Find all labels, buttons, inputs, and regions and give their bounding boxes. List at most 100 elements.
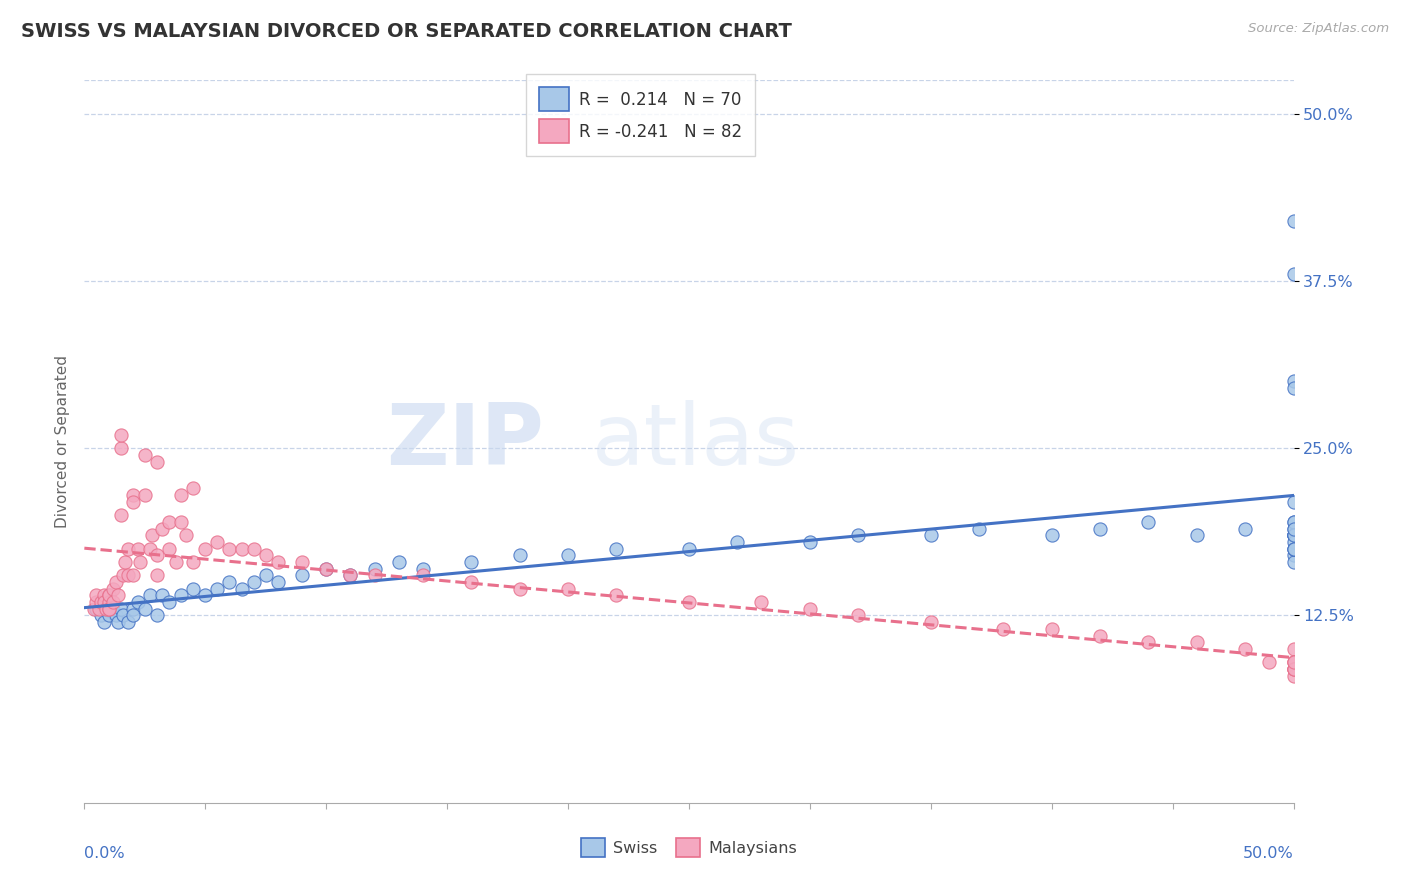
Point — [93, 615, 115, 630]
Point — [181, 555, 204, 569]
Point — [107, 589, 129, 603]
Point — [112, 568, 135, 582]
Point — [110, 428, 132, 442]
Point — [1282, 534, 1305, 549]
Point — [1282, 521, 1305, 535]
Point — [97, 595, 120, 609]
Point — [93, 589, 115, 603]
Point — [146, 568, 169, 582]
Point — [231, 541, 253, 556]
Point — [170, 589, 193, 603]
Point — [1137, 635, 1160, 649]
Point — [121, 608, 143, 623]
Point — [1282, 548, 1305, 563]
Point — [1282, 541, 1305, 556]
Point — [1282, 662, 1305, 676]
Point — [799, 534, 821, 549]
Point — [170, 488, 193, 502]
Point — [1282, 528, 1305, 542]
Point — [94, 602, 117, 616]
Point — [138, 589, 160, 603]
Point — [94, 602, 117, 616]
Point — [920, 528, 942, 542]
Point — [114, 555, 136, 569]
Point — [605, 541, 627, 556]
Point — [181, 582, 204, 596]
Point — [83, 602, 105, 616]
Point — [121, 488, 143, 502]
Point — [605, 589, 627, 603]
Point — [1282, 375, 1305, 389]
Point — [218, 575, 240, 590]
Point — [104, 608, 127, 623]
Point — [1282, 528, 1305, 542]
Point — [412, 562, 434, 576]
Point — [460, 555, 482, 569]
Point — [207, 582, 229, 596]
Point — [1282, 541, 1305, 556]
Text: atlas: atlas — [592, 400, 800, 483]
Point — [1234, 642, 1257, 657]
Point — [110, 442, 132, 455]
Point — [509, 548, 531, 563]
Point — [315, 562, 337, 576]
Point — [134, 488, 156, 502]
Point — [1282, 662, 1305, 676]
Point — [846, 608, 869, 623]
Point — [1234, 521, 1257, 535]
Point — [1282, 662, 1305, 676]
Point — [107, 615, 129, 630]
Point — [678, 595, 700, 609]
Point — [242, 575, 264, 590]
Point — [1258, 655, 1281, 669]
Point — [194, 541, 217, 556]
Point — [1282, 515, 1305, 529]
Point — [97, 589, 120, 603]
Point — [267, 575, 290, 590]
Point — [1282, 494, 1305, 508]
Point — [110, 508, 132, 523]
Point — [121, 602, 143, 616]
Point — [751, 595, 773, 609]
Point — [194, 589, 217, 603]
Point — [146, 455, 169, 469]
Point — [1185, 635, 1208, 649]
Point — [799, 602, 821, 616]
Point — [1282, 669, 1305, 683]
Point — [90, 595, 112, 609]
Point — [254, 568, 277, 582]
Point — [86, 595, 108, 609]
Point — [242, 541, 264, 556]
Point — [1040, 622, 1063, 636]
Point — [127, 595, 149, 609]
Point — [725, 534, 748, 549]
Point — [93, 595, 115, 609]
Point — [174, 528, 197, 542]
Point — [97, 608, 120, 623]
Point — [291, 555, 314, 569]
Point — [165, 555, 187, 569]
Point — [1088, 628, 1111, 642]
Point — [1282, 381, 1305, 395]
Point — [460, 575, 482, 590]
Point — [967, 521, 990, 535]
Point — [1040, 528, 1063, 542]
Point — [254, 548, 277, 563]
Point — [1088, 521, 1111, 535]
Point — [1282, 515, 1305, 529]
Point — [157, 595, 180, 609]
Point — [86, 589, 108, 603]
Text: SWISS VS MALAYSIAN DIVORCED OR SEPARATED CORRELATION CHART: SWISS VS MALAYSIAN DIVORCED OR SEPARATED… — [21, 22, 792, 41]
Point — [1185, 528, 1208, 542]
Point — [90, 608, 112, 623]
Point — [339, 568, 361, 582]
Point — [1282, 528, 1305, 542]
Point — [363, 568, 385, 582]
Point — [1282, 655, 1305, 669]
Point — [117, 615, 139, 630]
Point — [117, 568, 139, 582]
Point — [218, 541, 240, 556]
Point — [97, 602, 120, 616]
Point — [846, 528, 869, 542]
Point — [267, 555, 290, 569]
